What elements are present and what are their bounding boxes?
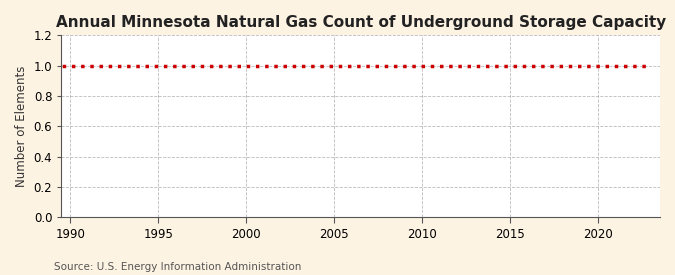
Y-axis label: Number of Elements: Number of Elements bbox=[15, 66, 28, 187]
Text: Source: U.S. Energy Information Administration: Source: U.S. Energy Information Administ… bbox=[54, 262, 301, 272]
Title: Annual Minnesota Natural Gas Count of Underground Storage Capacity: Annual Minnesota Natural Gas Count of Un… bbox=[55, 15, 666, 30]
